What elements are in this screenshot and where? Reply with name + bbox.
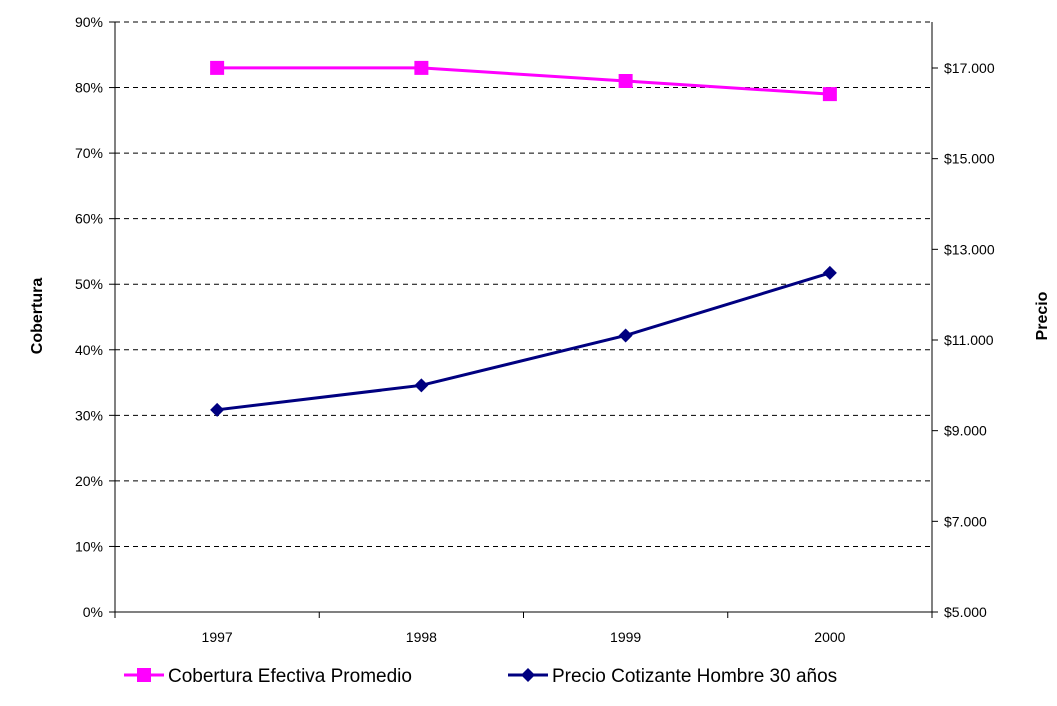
series-point-diamond [618, 328, 633, 343]
series-point-diamond [414, 378, 429, 393]
series-point-diamond [210, 402, 225, 417]
x-axis-tick-labels: 1997 1998 1999 2000 [202, 629, 846, 645]
right-tick-label: $9.000 [944, 423, 987, 439]
left-tick-label: 50% [75, 276, 103, 292]
right-tick-label: $11.000 [944, 332, 994, 348]
right-tick-label: $7.000 [944, 513, 987, 529]
right-tick-label: $13.000 [944, 241, 995, 257]
left-tick-label: 90% [75, 14, 103, 30]
axes [109, 21, 938, 618]
left-tick-label: 60% [75, 211, 103, 227]
x-tick-label: 1999 [610, 629, 641, 645]
legend: Cobertura Efectiva Promedio Precio Cotiza… [124, 666, 837, 687]
left-tick-label: 20% [75, 473, 103, 489]
right-axis-tick-labels: $5.000 $7.000 $9.000 $11.000 $13.000 $15.000 $… [944, 60, 995, 620]
left-tick-label: 80% [75, 80, 103, 96]
right-tick-label: $5.000 [944, 604, 987, 620]
series-point-diamond [822, 265, 837, 280]
x-tick-label: 1998 [406, 629, 437, 645]
x-tick-label: 2000 [814, 629, 845, 645]
x-tick-label: 1997 [202, 629, 233, 645]
left-tick-label: 10% [75, 538, 103, 554]
right-tick-label: $15.000 [944, 151, 995, 167]
series-point-square [414, 60, 429, 75]
right-tick-label: $17.000 [944, 60, 995, 76]
left-tick-label: 70% [75, 145, 103, 161]
left-axis-title: Cobertura [29, 278, 46, 355]
series-line-2 [216, 271, 831, 412]
series-point-square [210, 60, 225, 75]
right-axis-title: Precio [1034, 291, 1051, 340]
series-point-square [618, 74, 633, 88]
left-axis-tick-labels: 0% 10% 20% 30% 40% 50% 60% 70% 80% 90% [75, 14, 103, 620]
series-lines [216, 66, 831, 412]
series-point-square [822, 87, 837, 102]
legend-label: Precio Cotizante Hombre 30 años [552, 666, 837, 687]
legend-swatch-square [137, 668, 151, 682]
left-tick-label: 40% [75, 342, 103, 358]
legend-label: Cobertura Efectiva Promedio [168, 666, 412, 687]
legend-swatch-diamond [521, 668, 535, 682]
left-tick-label: 30% [75, 407, 103, 423]
left-tick-label: 0% [83, 604, 103, 620]
series-markers [210, 60, 837, 417]
series-line-1 [217, 66, 830, 96]
gridlines [115, 21, 932, 547]
